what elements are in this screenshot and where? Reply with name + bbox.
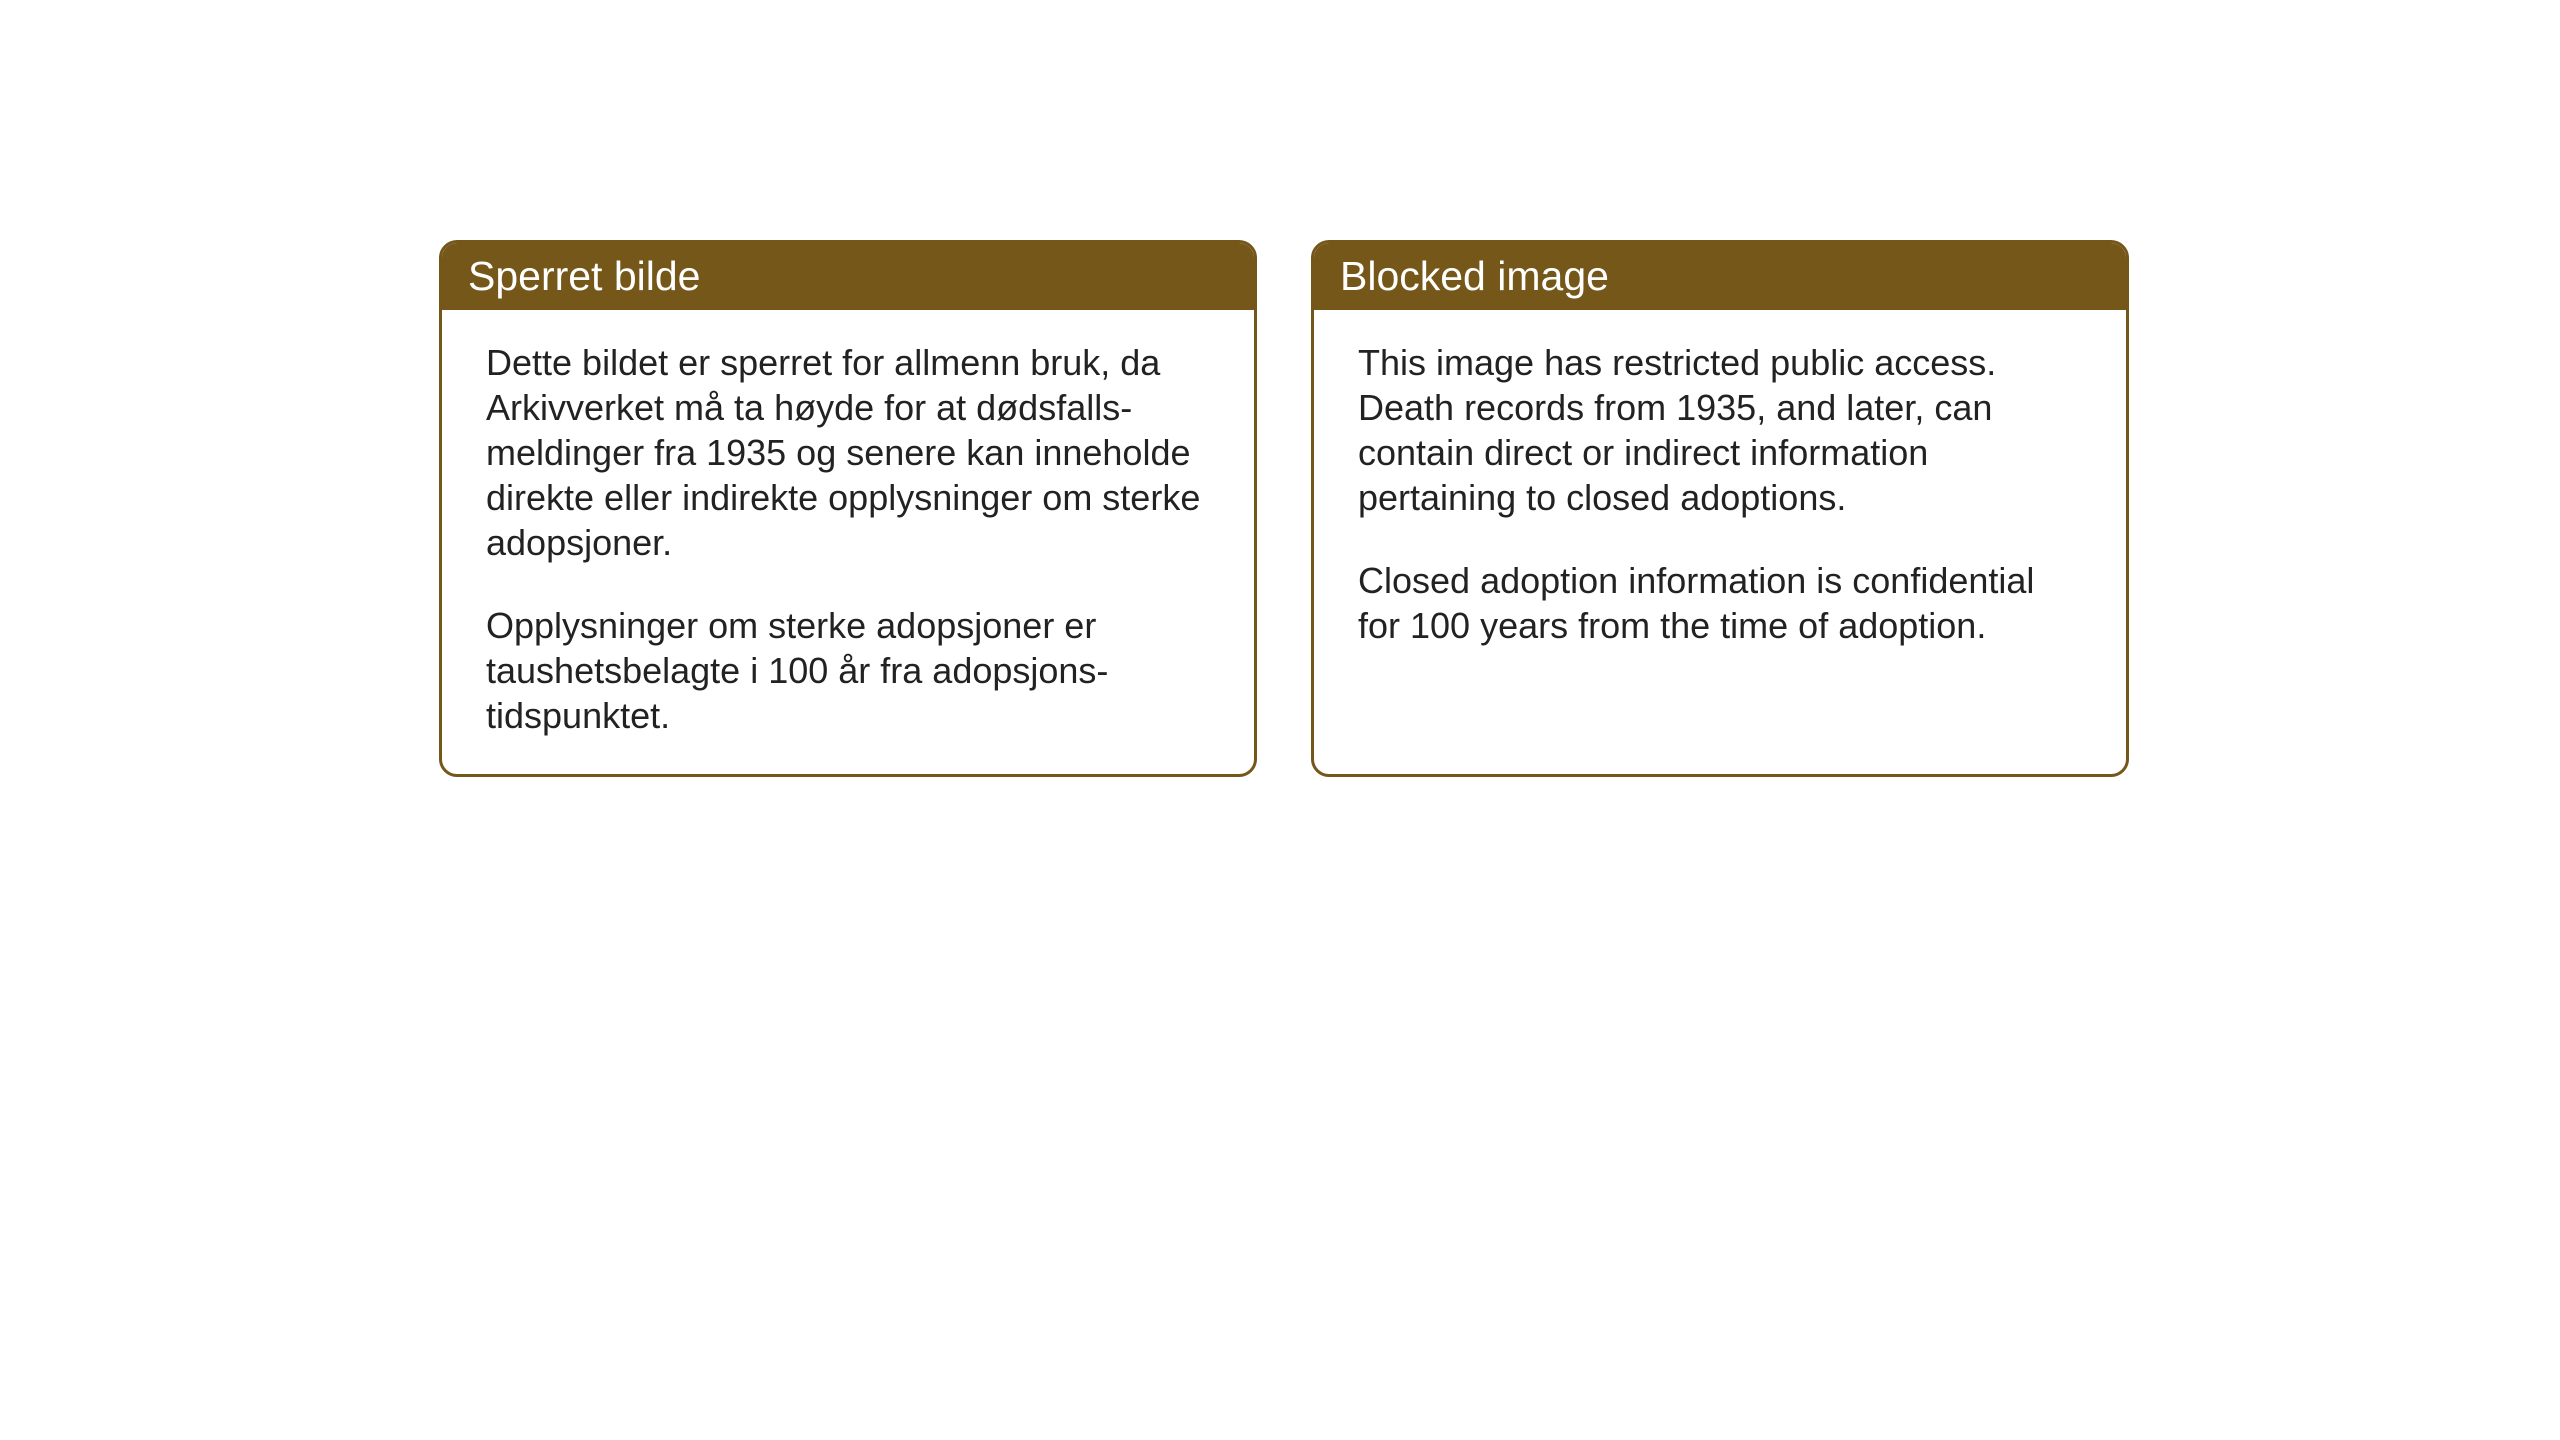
card-paragraph: Opplysninger om sterke adopsjoner er tau… (486, 603, 1210, 738)
notice-card-norwegian: Sperret bilde Dette bildet er sperret fo… (439, 240, 1257, 777)
card-title: Sperret bilde (468, 253, 700, 299)
card-body: Dette bildet er sperret for allmenn bruk… (442, 310, 1254, 774)
card-header: Sperret bilde (442, 243, 1254, 310)
card-title: Blocked image (1340, 253, 1609, 299)
notice-card-english: Blocked image This image has restricted … (1311, 240, 2129, 777)
card-paragraph: Closed adoption information is confident… (1358, 558, 2082, 648)
card-paragraph: Dette bildet er sperret for allmenn bruk… (486, 340, 1210, 565)
card-header: Blocked image (1314, 243, 2126, 310)
card-body: This image has restricted public access.… (1314, 310, 2126, 684)
card-paragraph: This image has restricted public access.… (1358, 340, 2082, 520)
notice-container: Sperret bilde Dette bildet er sperret fo… (439, 240, 2129, 777)
